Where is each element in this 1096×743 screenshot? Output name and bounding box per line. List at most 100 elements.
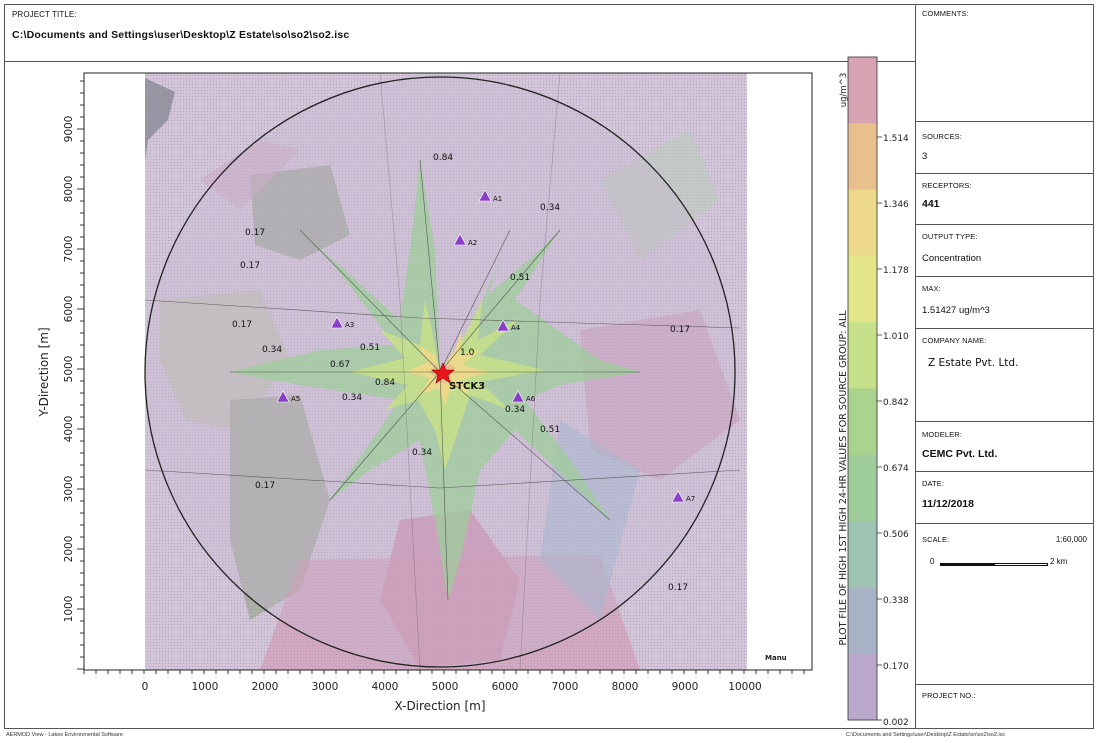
y-tick-label: 5000	[63, 356, 75, 383]
contour-label: 0.34	[412, 448, 432, 458]
svg-text:A7: A7	[686, 495, 695, 503]
source-marker: STCK3	[431, 362, 485, 392]
legend-color-band	[848, 322, 877, 389]
legend-svg: 1.514 1.346 1.178 1.010 0.842 0.674 0.50…	[838, 56, 909, 728]
receptor-markers: A1 A2 A3 A4 A5 A6 A7	[276, 189, 695, 503]
x-tick-label: 2000	[252, 681, 279, 693]
contour-label: 0.34	[262, 345, 282, 355]
y-tick-label: 2000	[63, 536, 75, 563]
x-tick-label: 10000	[728, 681, 761, 693]
legend-color-band	[848, 454, 877, 522]
receptor-marker: A6	[511, 390, 536, 403]
receptors-value: 441	[922, 198, 940, 210]
legend-tick-label: 0.506	[883, 530, 909, 540]
scale-bar-filled	[940, 563, 994, 566]
y-tick-label: 6000	[63, 296, 75, 323]
contour-label: 0.17	[240, 261, 260, 271]
sources-cell: SOURCES: 3	[916, 122, 1093, 174]
receptor-marker: A7	[671, 490, 695, 503]
contour-label: 0.34	[540, 203, 560, 213]
svg-text:A2: A2	[468, 239, 477, 247]
scale-end: 2 km	[1050, 557, 1068, 566]
project-title-box: PROJECT TITLE: C:\Documents and Settings…	[4, 4, 916, 62]
scale-ratio: 1:60,000	[1055, 535, 1087, 544]
x-tick-label: 3000	[312, 681, 339, 693]
output-type-cell: OUTPUT TYPE: Concentration	[916, 225, 1093, 277]
contour-label: 0.17	[245, 228, 265, 238]
date-label: DATE:	[922, 479, 945, 488]
max-value: 1.51427 ug/m^3	[922, 305, 990, 316]
legend-tick-label: 0.002	[883, 718, 909, 728]
legend-color-band	[848, 57, 877, 124]
project-no-cell: PROJECT NO.:	[916, 685, 1093, 730]
scale-bar-empty	[994, 563, 1048, 566]
y-axis-label: Y-Direction [m]	[37, 327, 51, 417]
info-panel: COMMENTS: SOURCES: 3 RECEPTORS: 441 OUTP…	[915, 4, 1094, 729]
x-tick-label: 7000	[552, 681, 579, 693]
contour-label: 0.17	[670, 325, 690, 335]
svg-text:A4: A4	[511, 324, 521, 332]
comments-cell: COMMENTS:	[916, 5, 1093, 122]
legend-unit: ug/m^3	[839, 73, 849, 107]
receptor-marker: A4	[496, 319, 521, 332]
receptor-marker: A1	[478, 189, 502, 203]
x-tick-label: 6000	[492, 681, 519, 693]
company-name-value: Z Estate Pvt. Ltd.	[928, 357, 1019, 369]
date-value: 11/12/2018	[922, 498, 974, 510]
receptors-label: RECEPTORS:	[922, 181, 972, 190]
contour-label: 0.67	[330, 360, 350, 370]
legend-color-band	[848, 255, 877, 323]
legend-tick-labels: 1.514 1.346 1.178 1.010 0.842 0.674 0.50…	[883, 134, 909, 728]
contour-label: 0.84	[375, 378, 395, 388]
scale-zero: 0	[930, 557, 935, 566]
legend-tick-label: 0.338	[883, 596, 909, 606]
svg-text:A3: A3	[345, 321, 354, 329]
company-name-cell: COMPANY NAME: Z Estate Pvt. Ltd.	[916, 329, 1093, 422]
contour-label: 0.17	[255, 481, 275, 491]
company-name-label: COMPANY NAME:	[922, 336, 987, 345]
x-tick-label: 8000	[612, 681, 639, 693]
receptor-marker: A5	[276, 390, 300, 403]
legend-color-band	[848, 521, 877, 588]
x-tick-label: 5000	[432, 681, 459, 693]
source-label: STCK3	[449, 381, 485, 392]
legend: 1.514 1.346 1.178 1.010 0.842 0.674 0.50…	[838, 56, 909, 728]
domain-circle	[144, 76, 736, 668]
project-title-label: PROJECT TITLE:	[12, 10, 77, 19]
legend-color-band	[848, 123, 877, 191]
contour-label: 0.51	[540, 425, 560, 435]
contour-lines	[144, 73, 741, 670]
y-tick-label: 4000	[63, 416, 75, 443]
legend-tick-label: 0.170	[883, 662, 909, 672]
scale-label: SCALE:	[922, 535, 950, 544]
y-tick-label: 9000	[63, 116, 75, 143]
y-tick-label: 8000	[63, 176, 75, 203]
contour-label: 0.17	[232, 320, 252, 330]
sources-label: SOURCES:	[922, 132, 962, 141]
comments-label: COMMENTS:	[922, 9, 969, 18]
contour-label: 0.51	[510, 273, 530, 283]
legend-caption: PLOT FILE OF HIGH 1ST HIGH 24-HR VALUES …	[838, 310, 849, 646]
modeler-label: MODELER:	[922, 430, 962, 439]
y-tick-label: 7000	[63, 236, 75, 263]
contour-label: 1.0	[460, 348, 475, 358]
date-cell: DATE: 11/12/2018	[916, 472, 1093, 524]
output-type-label: OUTPUT TYPE:	[922, 232, 978, 241]
footer-path: C:\Documents and Settings\user\Desktop\Z…	[846, 732, 1006, 738]
contour-value-labels: 0.17 0.34 0.67 0.51 0.84 1.0 0.34 0.17 0…	[232, 153, 690, 593]
max-label: MAX:	[922, 284, 941, 293]
receptor-marker: A3	[330, 316, 354, 329]
x-tick-label: 0	[142, 681, 149, 693]
svg-text:A5: A5	[291, 395, 300, 403]
legend-color-band	[848, 388, 877, 456]
sources-value: 3	[922, 151, 928, 162]
footer-software: AERMOD View - Lakes Environmental Softwa…	[6, 732, 123, 738]
plot-axes	[77, 72, 813, 674]
x-axis-label: X-Direction [m]	[394, 699, 485, 713]
map-label: Manu	[765, 654, 787, 662]
x-tick-labels: 0 1000 2000 3000 4000 5000 6000 7000 800…	[142, 681, 762, 693]
legend-tick-label: 0.674	[883, 464, 909, 474]
legend-tick-label: 1.010	[883, 332, 909, 342]
legend-tick-label: 1.178	[883, 266, 909, 276]
legend-tick-label: 1.346	[883, 200, 909, 210]
